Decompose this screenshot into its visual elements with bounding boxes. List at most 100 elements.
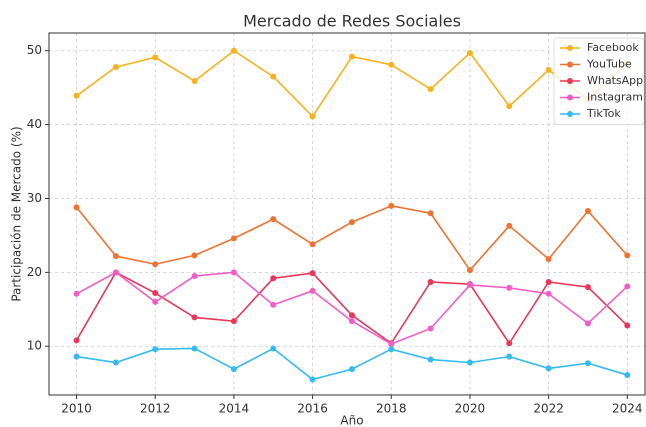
data-point (230, 235, 237, 242)
data-point (230, 47, 237, 54)
data-point (624, 283, 631, 290)
data-point (624, 372, 631, 379)
data-point (388, 346, 395, 353)
x-tick-label: 2018 (376, 402, 407, 416)
data-point (427, 278, 434, 285)
data-point (112, 253, 119, 260)
data-point (506, 353, 513, 360)
series-line (75, 271, 628, 345)
data-point (191, 273, 198, 280)
data-point (152, 54, 159, 61)
data-point (230, 366, 237, 373)
data-point (466, 267, 473, 274)
data-point (506, 103, 513, 110)
data-point (584, 208, 591, 215)
series-line (76, 271, 628, 345)
legend-marker (567, 78, 573, 84)
data-point (545, 278, 552, 285)
y-tick-label: 30 (27, 191, 42, 205)
data-point (270, 275, 277, 282)
x-tick-label: 2020 (455, 402, 486, 416)
data-point (624, 322, 631, 329)
data-point (506, 222, 513, 229)
data-point (545, 290, 552, 297)
data-point (270, 301, 277, 308)
x-tick-label: 2024 (612, 402, 643, 416)
data-point (73, 290, 80, 297)
legend-marker (567, 45, 573, 51)
data-point (388, 61, 395, 68)
data-point (388, 341, 395, 348)
data-point (270, 73, 277, 80)
x-tick-label: 2010 (61, 402, 92, 416)
data-point (73, 204, 80, 211)
data-point (152, 346, 159, 353)
plot-frame (48, 32, 646, 396)
data-point (624, 252, 631, 259)
data-point (427, 210, 434, 217)
data-point (506, 284, 513, 291)
data-point (152, 290, 159, 297)
data-point (545, 256, 552, 263)
y-tick-label: 50 (27, 43, 42, 57)
data-point (466, 359, 473, 366)
series-line (76, 347, 628, 381)
data-point (191, 252, 198, 259)
data-point (112, 63, 119, 70)
legend-marker (567, 111, 573, 117)
data-point (545, 66, 552, 73)
legend-box (553, 37, 645, 125)
data-point (309, 376, 316, 383)
data-point (309, 113, 316, 120)
series-line (75, 205, 628, 272)
data-point (191, 345, 198, 352)
data-point (348, 366, 355, 373)
data-point (309, 287, 316, 294)
legend-marker (567, 94, 573, 101)
data-point (73, 337, 80, 344)
data-point (348, 53, 355, 60)
legend-label: TikTok (586, 107, 621, 120)
data-point (191, 314, 198, 321)
y-tick-label: 20 (27, 265, 42, 279)
data-point (388, 202, 395, 209)
data-point (230, 318, 237, 325)
data-point (348, 312, 355, 319)
data-point (112, 359, 119, 366)
data-point (73, 92, 80, 99)
x-axis-label: Año (340, 414, 363, 427)
data-point (427, 325, 434, 332)
data-point (270, 345, 277, 352)
data-point (584, 320, 591, 327)
data-point (466, 49, 473, 56)
data-point (427, 356, 434, 363)
data-point (73, 353, 80, 360)
data-point (348, 219, 355, 226)
x-tick-label: 2014 (219, 402, 250, 416)
data-point (112, 269, 119, 276)
y-tick-label: 40 (27, 117, 42, 131)
data-point (309, 241, 316, 248)
data-point (309, 270, 316, 277)
data-point (152, 261, 159, 268)
x-tick-label: 2016 (297, 402, 328, 416)
data-point (191, 78, 198, 85)
legend-marker (567, 61, 573, 68)
y-axis-label: Participación de Mercado (%) (10, 126, 24, 301)
chart-title: Mercado de Redes Sociales (243, 12, 461, 31)
data-point (152, 298, 159, 305)
data-point (270, 216, 277, 223)
data-point (427, 86, 434, 93)
data-point (348, 318, 355, 325)
y-tick-label: 10 (27, 339, 42, 353)
legend-label: YouTube (586, 58, 632, 71)
legend-label: Instagram (587, 91, 643, 104)
data-point (506, 340, 513, 347)
data-point (545, 365, 552, 372)
data-point (584, 360, 591, 367)
x-tick-label: 2012 (140, 402, 171, 416)
x-tick-label: 2022 (533, 402, 564, 416)
legend-label: Facebook (587, 41, 639, 54)
legend-label: WhatsApp (587, 74, 643, 87)
